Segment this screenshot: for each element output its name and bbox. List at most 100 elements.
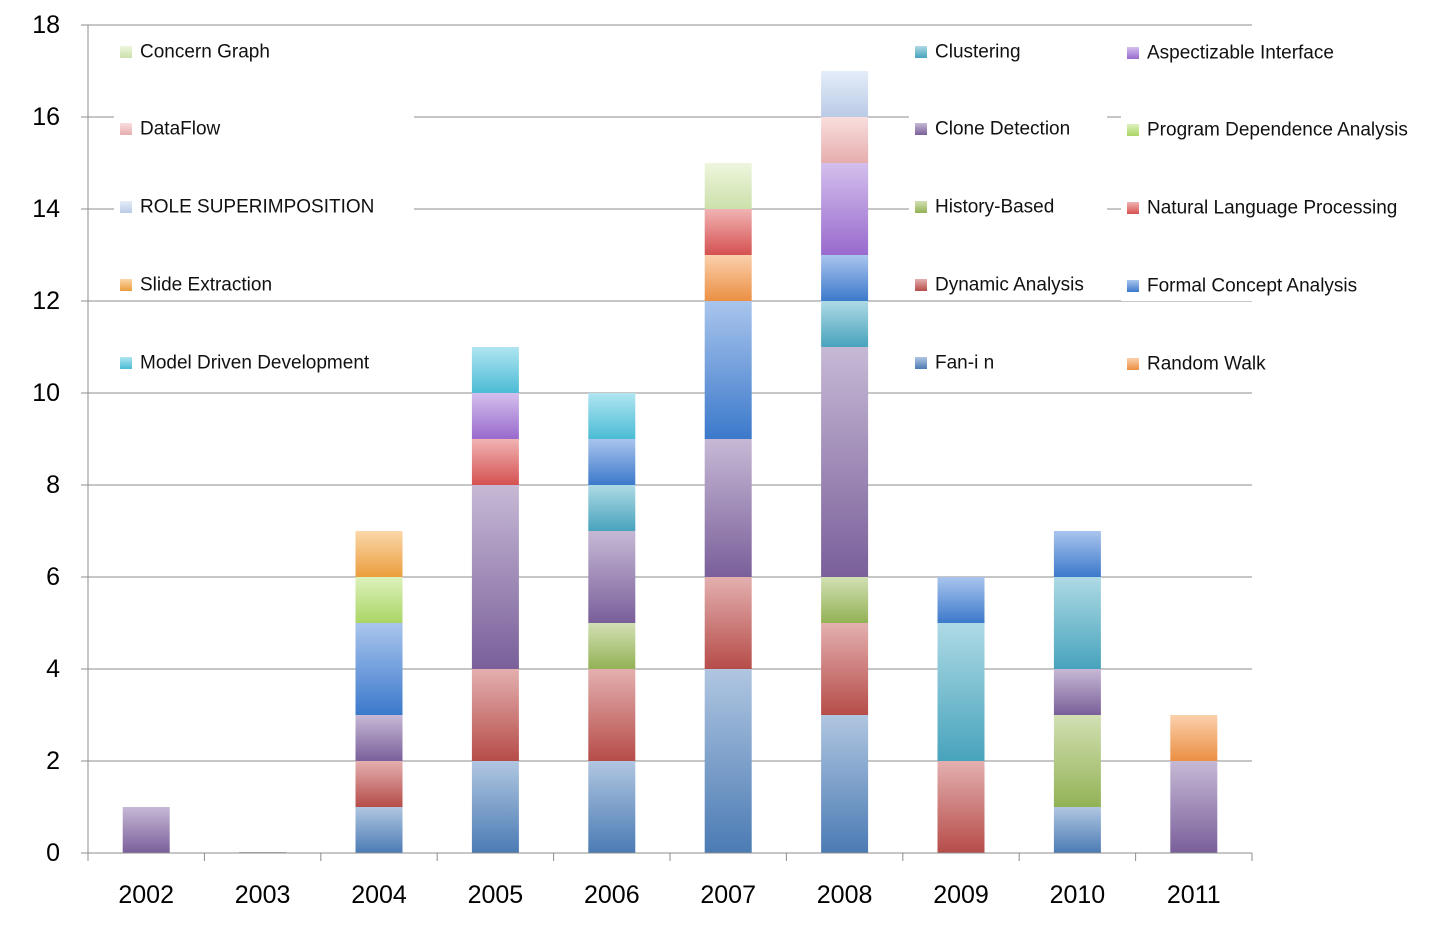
legend-item-background: [1121, 193, 1443, 223]
legend-item-background: [909, 348, 1107, 378]
y-tick-label: 18: [32, 11, 60, 39]
legend-label: Formal Concept Analysis: [1147, 276, 1357, 297]
legend-swatch: [915, 123, 927, 135]
axes: 0 2 4 6 8 10 12 14 16 18 2002 2003 2004 2005 2006 2007 2…: [32, 11, 1253, 909]
legend-swatch: [1127, 202, 1139, 214]
bar-segment: [471, 439, 519, 485]
x-tick-label: 2002: [118, 881, 174, 909]
bar-segment: [821, 71, 869, 117]
bar-segment: [1053, 807, 1101, 853]
legend-label: Concern Graph: [140, 42, 270, 63]
bar-segment: [821, 715, 869, 853]
legend-label: Clone Detection: [935, 119, 1070, 140]
legend-swatch: [1127, 280, 1139, 292]
legend-label: Fan-i n: [935, 353, 994, 374]
bar-segment: [588, 669, 636, 761]
bar-segment: [471, 761, 519, 853]
bar-segment: [937, 577, 985, 623]
legend-item-background: [909, 192, 1107, 222]
bar-segment: [704, 255, 752, 301]
legend-swatch: [1127, 124, 1139, 136]
bar-segment: [355, 577, 403, 623]
x-tick-label: 2007: [700, 881, 756, 909]
x-tick-label: 2006: [584, 881, 640, 909]
bar-segment: [122, 807, 170, 853]
bar-segment: [355, 761, 403, 807]
legend-item-background: [114, 348, 414, 378]
legend-label: Clustering: [935, 42, 1021, 63]
legend-label: Natural Language Processing: [1147, 198, 1397, 219]
legend-swatch: [1127, 47, 1139, 59]
legend-item-background: [114, 270, 414, 300]
legend-label: Random Walk: [1147, 354, 1266, 375]
bar-segment: [821, 347, 869, 577]
legend-item-background: [909, 37, 1107, 67]
y-tick-label: 14: [32, 195, 60, 223]
bar-segment: [355, 807, 403, 853]
x-tick-label: 2003: [235, 881, 291, 909]
bar-segment: [588, 623, 636, 669]
legend-label: DataFlow: [140, 119, 221, 140]
x-tick-label: 2008: [817, 881, 873, 909]
y-tick-label: 2: [46, 747, 60, 775]
bar-segment: [588, 485, 636, 531]
legend-swatch: [915, 46, 927, 58]
legend-swatch: [915, 357, 927, 369]
y-tick-label: 0: [46, 839, 60, 867]
bar-segment: [704, 577, 752, 669]
y-tick-label: 12: [32, 287, 60, 315]
bar-segment: [1053, 715, 1101, 807]
x-tick-label: 2009: [933, 881, 989, 909]
bar-segment: [704, 163, 752, 209]
bar-segment: [821, 163, 869, 255]
bar-segment: [704, 439, 752, 577]
bar-segment: [937, 761, 985, 853]
bar-segment: [821, 577, 869, 623]
legend-item-background: [114, 37, 414, 67]
bar-segment: [588, 393, 636, 439]
bar-segment: [355, 531, 403, 577]
legend-label: Dynamic Analysis: [935, 275, 1084, 296]
legend: Concern Graph DataFlow ROLE SUPERIMPOSITIO…: [114, 37, 1443, 379]
x-tick-label: 2011: [1167, 881, 1221, 909]
legend-label: Model Driven Development: [140, 353, 370, 374]
legend-item-background: [909, 114, 1107, 144]
bar-segment: [1053, 531, 1101, 577]
legend-swatch: [915, 201, 927, 213]
legend-item-background: [909, 270, 1107, 300]
x-tick-label: 2005: [468, 881, 524, 909]
legend-label: Program Dependence Analysis: [1147, 120, 1408, 141]
bar-segment: [704, 209, 752, 255]
legend-item-background: [114, 192, 414, 222]
y-tick-label: 4: [46, 655, 60, 683]
legend-item-background: [1121, 271, 1443, 301]
bar-segment: [355, 623, 403, 715]
bar-segment: [471, 393, 519, 439]
legend-item-background: [114, 114, 414, 144]
x-tick-label: 2010: [1050, 881, 1106, 909]
bars: [122, 71, 1218, 853]
bar-segment: [588, 531, 636, 623]
bar-segment: [471, 347, 519, 393]
bar-segment: [821, 117, 869, 163]
bar-segment: [1170, 715, 1218, 761]
legend-swatch: [120, 357, 132, 369]
legend-item-background: [1121, 115, 1443, 145]
legend-label: History-Based: [935, 197, 1054, 218]
bar-segment: [1053, 577, 1101, 669]
bar-segment: [704, 301, 752, 439]
bar-segment: [471, 669, 519, 761]
legend-item-background: [1121, 349, 1443, 379]
bar-segment: [821, 301, 869, 347]
bar-segment: [588, 761, 636, 853]
legend-swatch: [120, 46, 132, 58]
bar-segment: [821, 255, 869, 301]
bar-segment: [355, 715, 403, 761]
legend-label: Slide Extraction: [140, 275, 272, 296]
y-tick-label: 10: [32, 379, 60, 407]
legend-swatch: [120, 201, 132, 213]
legend-swatch: [120, 279, 132, 291]
y-tick-label: 8: [46, 471, 60, 499]
bar-segment: [937, 623, 985, 761]
